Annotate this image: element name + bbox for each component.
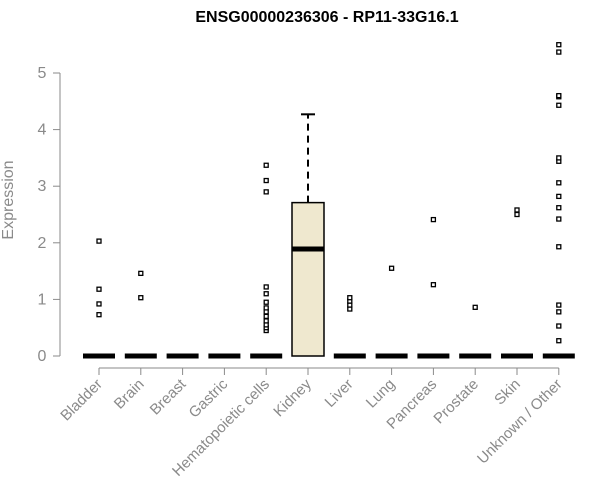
outlier-point bbox=[556, 323, 562, 329]
outlier-point bbox=[138, 295, 144, 301]
outlier-point bbox=[263, 189, 269, 195]
outlier-point bbox=[556, 92, 562, 99]
chart-title: ENSG00000236306 - RP11-33G16.1 bbox=[195, 9, 458, 26]
outlier-point bbox=[263, 177, 269, 184]
outlier-point bbox=[263, 284, 269, 290]
box-lung bbox=[375, 265, 408, 359]
box-series bbox=[83, 42, 575, 359]
y-tick-label: 2 bbox=[38, 235, 47, 252]
box-brain bbox=[124, 270, 157, 359]
outlier-point bbox=[96, 286, 102, 292]
outlier-point bbox=[556, 180, 562, 186]
outlier-point bbox=[263, 291, 269, 297]
y-tick-label: 4 bbox=[38, 122, 47, 139]
y-axis: 0 1 2 3 4 5 bbox=[38, 65, 61, 365]
outlier-point bbox=[263, 299, 269, 305]
box-body bbox=[291, 201, 325, 357]
x-tick-label: Prostate bbox=[430, 376, 482, 428]
x-tick-label: Liver bbox=[322, 376, 357, 411]
box-pancreas bbox=[417, 216, 450, 359]
outlier-point bbox=[472, 304, 478, 310]
y-tick-label: 0 bbox=[38, 348, 47, 365]
x-tick-label: Breast bbox=[147, 375, 190, 418]
outlier-point bbox=[556, 102, 562, 108]
outlier-point bbox=[96, 238, 102, 244]
outlier-point bbox=[556, 193, 562, 200]
x-tick-label: Lung bbox=[363, 376, 399, 412]
box-skin bbox=[501, 207, 533, 359]
x-tick-label: Bladder bbox=[57, 376, 106, 425]
y-tick-label: 3 bbox=[38, 178, 47, 195]
outlier-point bbox=[263, 313, 269, 320]
x-tick-label: Brain bbox=[111, 376, 148, 413]
outlier-point bbox=[514, 211, 520, 218]
outlier-point bbox=[388, 265, 395, 271]
outlier-point bbox=[430, 216, 437, 223]
outlier-point bbox=[96, 312, 102, 318]
outlier-point bbox=[556, 302, 562, 308]
outlier-point bbox=[514, 207, 520, 213]
outlier-point bbox=[263, 305, 269, 311]
outlier-point bbox=[556, 155, 562, 161]
outlier-point bbox=[556, 309, 562, 315]
outlier-point bbox=[347, 295, 353, 301]
outlier-point bbox=[96, 301, 102, 307]
outlier-point bbox=[556, 42, 562, 48]
outlier-point bbox=[263, 162, 269, 168]
box-prostate bbox=[459, 304, 492, 359]
box-hematopoietic-cells bbox=[250, 162, 283, 359]
outlier-point bbox=[263, 318, 269, 324]
outlier-point bbox=[556, 205, 562, 211]
box-bladder bbox=[83, 238, 115, 359]
outlier-point bbox=[430, 282, 437, 288]
outlier-point bbox=[556, 244, 562, 250]
y-axis-label: Expression bbox=[0, 160, 17, 239]
box-liver bbox=[333, 295, 366, 359]
outlier-point bbox=[138, 270, 144, 277]
x-tick-label: Kidney bbox=[270, 375, 315, 420]
y-tick-label: 1 bbox=[38, 291, 47, 308]
box-kidney bbox=[291, 113, 325, 357]
box-unknown-other bbox=[542, 42, 575, 359]
y-tick-label: 5 bbox=[38, 65, 47, 82]
x-tick-label: Skin bbox=[491, 376, 524, 409]
outlier-point bbox=[556, 49, 562, 55]
outlier-point bbox=[556, 216, 562, 222]
outlier-point bbox=[556, 338, 562, 344]
